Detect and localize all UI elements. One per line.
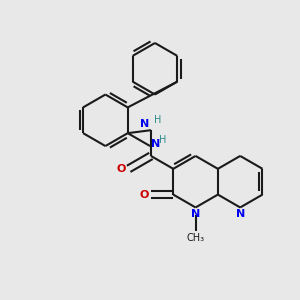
Text: H: H xyxy=(154,115,161,125)
Text: CH₃: CH₃ xyxy=(187,232,205,243)
Text: N: N xyxy=(191,209,200,219)
Text: O: O xyxy=(116,164,126,174)
Text: O: O xyxy=(139,190,148,200)
Text: N: N xyxy=(140,119,149,129)
Text: N: N xyxy=(151,139,160,149)
Text: N: N xyxy=(236,209,245,219)
Text: H: H xyxy=(159,135,166,145)
